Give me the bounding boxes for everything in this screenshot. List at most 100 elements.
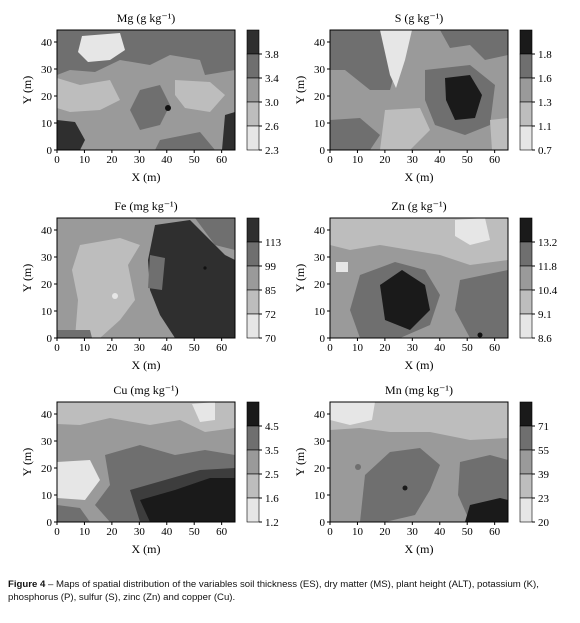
legend-value: 1.6	[538, 73, 552, 85]
legend-swatch	[246, 401, 260, 427]
legend-swatch	[246, 265, 260, 291]
panel-title: Mn (mg kg⁻¹)	[385, 383, 453, 397]
y-axis-label: Y (m)	[293, 264, 307, 293]
legend-swatch	[246, 125, 260, 151]
x-tick-label: 10	[352, 342, 364, 354]
legend-value: 1.6	[265, 493, 279, 505]
y-tick-label: 20	[314, 279, 326, 291]
legend-value: 1.1	[538, 121, 552, 133]
y-tick-label: 20	[314, 463, 326, 475]
legend-swatch	[519, 217, 533, 243]
legend-value: 99	[265, 261, 277, 273]
y-tick-label: 10	[314, 490, 326, 502]
legend-swatch	[519, 53, 533, 79]
map-cu	[57, 402, 235, 522]
legend-value: 71	[538, 421, 549, 433]
legend-swatch	[519, 101, 533, 127]
legend-value: 13.2	[538, 237, 557, 249]
x-tick-label: 60	[216, 154, 228, 166]
panel-fe	[56, 217, 236, 339]
legend-value: 3.0	[265, 97, 279, 109]
map-s	[330, 30, 508, 150]
x-tick-label: 40	[161, 342, 173, 354]
legend-value: 72	[265, 309, 276, 321]
y-tick-label: 40	[314, 37, 326, 49]
x-tick-label: 50	[462, 154, 474, 166]
legend-value: 0.7	[538, 145, 552, 157]
panel-title: Cu (mg kg⁻¹)	[113, 383, 178, 397]
x-tick-label: 50	[189, 154, 201, 166]
y-tick-label: 40	[314, 409, 326, 421]
x-tick-label: 60	[489, 526, 501, 538]
legend-swatch	[246, 313, 260, 339]
legend-value: 9.1	[538, 309, 552, 321]
legend-value: 20	[538, 517, 550, 529]
caption-text: – Maps of spatial distribution of the va…	[8, 579, 539, 603]
x-tick-label: 30	[134, 154, 146, 166]
legend-swatch	[519, 77, 533, 103]
legend-value: 2.3	[265, 145, 279, 157]
legend-swatch	[519, 29, 533, 55]
legend-value: 85	[265, 285, 277, 297]
y-tick-label: 10	[314, 118, 326, 130]
panel-mg	[56, 29, 236, 151]
y-tick-label: 0	[47, 333, 53, 345]
panel-title: Fe (mg kg⁻¹)	[114, 199, 177, 213]
legend-value: 3.5	[265, 445, 279, 457]
x-tick-label: 40	[161, 154, 173, 166]
legend-swatch	[519, 313, 533, 339]
y-axis-label: Y (m)	[293, 448, 307, 477]
y-tick-label: 30	[314, 64, 326, 76]
map-mn	[330, 402, 508, 522]
legend-value: 4.5	[265, 421, 279, 433]
y-tick-label: 20	[41, 279, 53, 291]
x-axis-label: X (m)	[132, 170, 161, 184]
legend-value: 3.8	[265, 49, 279, 61]
y-tick-label: 0	[47, 145, 53, 157]
x-axis-label: X (m)	[405, 358, 434, 372]
legend-value: 70	[265, 333, 277, 345]
legend-value: 11.8	[538, 261, 557, 273]
x-axis-label: X (m)	[132, 542, 161, 556]
legend-value: 55	[538, 445, 550, 457]
panel-cu	[56, 401, 236, 523]
legend-swatch	[246, 241, 260, 267]
x-tick-label: 30	[407, 154, 419, 166]
legend-swatch	[246, 53, 260, 79]
x-tick-label: 20	[379, 154, 391, 166]
y-tick-label: 20	[41, 91, 53, 103]
x-tick-label: 0	[327, 154, 333, 166]
x-tick-label: 50	[462, 342, 474, 354]
legend-swatch	[246, 101, 260, 127]
y-tick-label: 30	[41, 252, 53, 264]
legend-value: 1.8	[538, 49, 552, 61]
x-tick-label: 60	[489, 342, 501, 354]
panel-zn	[329, 217, 509, 339]
legend-value: 2.6	[265, 121, 279, 133]
x-tick-label: 20	[106, 526, 118, 538]
map-fe	[57, 218, 235, 338]
x-axis-label: X (m)	[132, 358, 161, 372]
x-tick-label: 60	[216, 342, 228, 354]
legend-swatch	[519, 241, 533, 267]
x-tick-label: 10	[79, 526, 91, 538]
x-tick-label: 0	[327, 342, 333, 354]
y-tick-label: 10	[41, 306, 53, 318]
legend-swatch	[246, 425, 260, 451]
x-tick-label: 0	[54, 154, 60, 166]
x-axis-label: X (m)	[405, 542, 434, 556]
x-tick-label: 10	[352, 154, 364, 166]
legend-swatch	[246, 449, 260, 475]
y-axis-label: Y (m)	[20, 264, 34, 293]
x-tick-label: 50	[189, 342, 201, 354]
legend-swatch	[519, 497, 533, 523]
legend-value: 1.3	[538, 97, 552, 109]
legend-swatch	[246, 77, 260, 103]
legend-swatch	[246, 473, 260, 499]
y-axis-label: Y (m)	[293, 76, 307, 105]
x-tick-label: 10	[79, 342, 91, 354]
y-tick-label: 40	[41, 225, 53, 237]
panel-title: Mg (g kg⁻¹)	[117, 11, 176, 25]
x-tick-label: 10	[352, 526, 364, 538]
